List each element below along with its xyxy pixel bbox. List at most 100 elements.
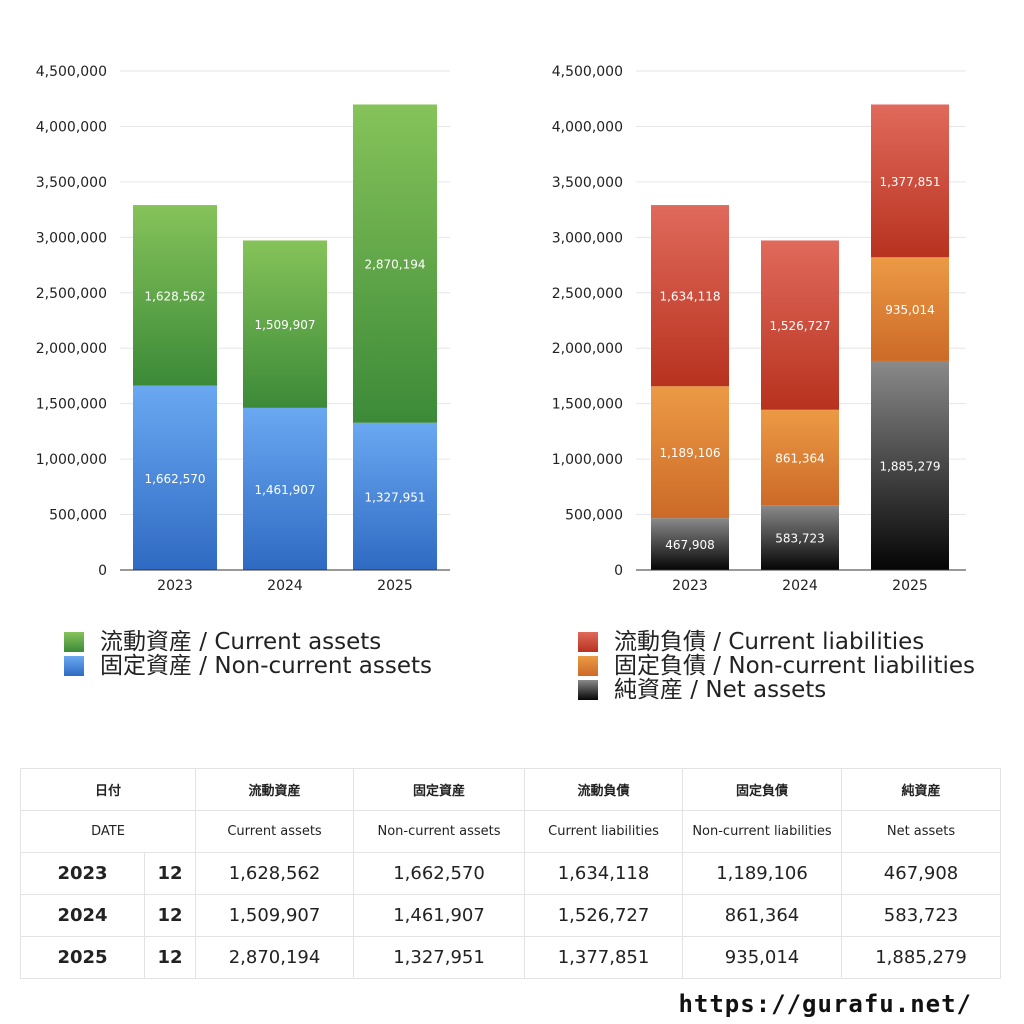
y-tick-label: 0 — [98, 563, 107, 579]
bar-segment — [651, 518, 729, 570]
y-tick-label: 3,000,000 — [36, 230, 107, 246]
bar-segment — [761, 505, 839, 570]
bar-segment — [761, 409, 839, 506]
legend-item: 純資産 / Net assets — [578, 678, 975, 702]
legend-item: 固定資産 / Non-current assets — [64, 654, 432, 678]
header-date-en: DATE — [19, 810, 197, 853]
y-tick-label: 2,500,000 — [36, 286, 107, 302]
site-url[interactable]: https://gurafu.net/ — [678, 990, 972, 1018]
data-label: 1,189,106 — [659, 446, 720, 460]
row-month: 12 — [143, 936, 197, 979]
bar-segment — [871, 104, 949, 258]
cell-current-liabilities: 1,634,118 — [524, 852, 684, 895]
row-year: 2023 — [20, 852, 145, 895]
bar-segment — [651, 386, 729, 519]
legend-swatch — [578, 680, 598, 700]
data-label: 861,364 — [775, 452, 825, 466]
legend-swatch — [578, 656, 598, 676]
y-tick-label: 4,500,000 — [552, 64, 623, 80]
data-label: 1,634,118 — [659, 290, 720, 304]
x-tick-label: 2025 — [377, 578, 413, 594]
cell-net-assets: 467,908 — [841, 852, 1002, 895]
y-tick-label: 1,000,000 — [552, 452, 623, 468]
legend-label: 流動資産 / Current assets — [100, 629, 382, 655]
assets-chart: 0 500,000 1,000,000 1,500,000 2,000,000 2,500… — [36, 64, 450, 594]
bar-segment — [871, 360, 949, 570]
data-label: 2,870,194 — [364, 258, 425, 272]
y-tick-label: 500,000 — [49, 508, 107, 524]
y-tick-label: 2,500,000 — [552, 286, 623, 302]
bar-segment — [651, 205, 729, 387]
legend-label: 流動負債 / Current liabilities — [614, 629, 925, 655]
header-current-liabilities-en: Current liabilities — [524, 810, 684, 853]
x-tick-label: 2024 — [267, 578, 303, 594]
table-row: 2024 12 1,509,907 1,461,907 1,526,727 86… — [20, 894, 1002, 937]
row-month: 12 — [143, 894, 197, 937]
cell-non-current-liabilities: 935,014 — [682, 936, 843, 979]
cell-current-assets: 1,509,907 — [195, 894, 355, 937]
table-header-jp: 日付 流動資産 固定資産 流動負債 固定負債 純資産 — [19, 768, 1002, 811]
y-tick-label: 4,500,000 — [36, 64, 107, 80]
data-label: 467,908 — [665, 538, 715, 552]
bar-segment — [243, 240, 327, 408]
cell-non-current-assets: 1,461,907 — [353, 894, 526, 937]
liabilities-chart: 0 500,000 1,000,000 1,500,000 2,000,000 2,500… — [552, 64, 966, 594]
y-tick-label: 1,000,000 — [36, 452, 107, 468]
legend-item: 固定負債 / Non-current liabilities — [578, 654, 975, 678]
cell-current-assets: 2,870,194 — [195, 936, 355, 979]
legend-label: 固定負債 / Non-current liabilities — [614, 653, 975, 679]
header-current-assets-en: Current assets — [195, 810, 355, 853]
data-label: 1,509,907 — [254, 318, 315, 332]
cell-non-current-assets: 1,327,951 — [353, 936, 526, 979]
legend-label: 固定資産 / Non-current assets — [100, 653, 433, 679]
y-tick-label: 2,000,000 — [36, 341, 107, 357]
header-net-assets-jp: 純資産 — [841, 768, 1002, 811]
legend-swatch — [64, 632, 84, 652]
liabilities-legend: 流動負債 / Current liabilities 固定負債 / Non-cur… — [578, 630, 975, 702]
data-label: 1,327,951 — [364, 490, 425, 504]
bar-segment — [243, 407, 327, 570]
y-tick-label: 1,500,000 — [36, 397, 107, 413]
balance-table: 日付 流動資産 固定資産 流動負債 固定負債 純資産 DATE Current … — [19, 768, 1002, 979]
table-row: 2025 12 2,870,194 1,327,951 1,377,851 93… — [20, 936, 1002, 979]
data-label: 1,377,851 — [879, 175, 940, 189]
x-tick-label: 2023 — [157, 578, 193, 594]
header-non-current-assets-en: Non-current assets — [353, 810, 526, 853]
bar-segment — [761, 240, 839, 410]
y-tick-label: 1,500,000 — [552, 397, 623, 413]
legend-item: 流動負債 / Current liabilities — [578, 630, 975, 654]
cell-non-current-liabilities: 861,364 — [682, 894, 843, 937]
bar-segment — [133, 205, 217, 386]
cell-non-current-assets: 1,662,570 — [353, 852, 526, 895]
data-label: 583,723 — [775, 532, 825, 546]
legend-item: 流動資産 / Current assets — [64, 630, 432, 654]
data-label: 1,461,907 — [254, 483, 315, 497]
header-non-current-liabilities-jp: 固定負債 — [682, 768, 843, 811]
x-tick-label: 2023 — [672, 578, 708, 594]
y-tick-label: 2,000,000 — [552, 341, 623, 357]
y-tick-label: 4,000,000 — [36, 119, 107, 135]
row-year: 2025 — [20, 936, 145, 979]
row-year: 2024 — [20, 894, 145, 937]
y-tick-label: 3,000,000 — [552, 230, 623, 246]
data-label: 1,662,570 — [144, 472, 205, 486]
y-tick-label: 4,000,000 — [552, 119, 623, 135]
row-month: 12 — [143, 852, 197, 895]
header-current-assets-jp: 流動資産 — [195, 768, 355, 811]
x-tick-label: 2024 — [782, 578, 818, 594]
y-tick-label: 0 — [614, 563, 623, 579]
y-tick-label: 3,500,000 — [552, 175, 623, 191]
bar-segment — [353, 422, 437, 570]
header-non-current-liabilities-en: Non-current liabilities — [682, 810, 843, 853]
cell-net-assets: 1,885,279 — [841, 936, 1002, 979]
table-header-en: DATE Current assets Non-current assets C… — [19, 810, 1002, 853]
header-non-current-assets-jp: 固定資産 — [353, 768, 526, 811]
table-row: 2023 12 1,628,562 1,662,570 1,634,118 1,… — [20, 852, 1002, 895]
data-label: 1,628,562 — [144, 289, 205, 303]
legend-swatch — [578, 632, 598, 652]
x-tick-label: 2025 — [892, 578, 928, 594]
data-label: 935,014 — [885, 303, 935, 317]
cell-current-liabilities: 1,377,851 — [524, 936, 684, 979]
cell-net-assets: 583,723 — [841, 894, 1002, 937]
bar-segment — [133, 385, 217, 570]
